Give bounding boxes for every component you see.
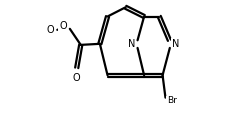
Text: N: N: [128, 39, 135, 49]
Text: Br: Br: [167, 96, 177, 105]
Text: O: O: [47, 25, 54, 35]
Text: O: O: [59, 21, 67, 31]
Text: O: O: [72, 73, 80, 83]
Text: N: N: [172, 39, 180, 49]
